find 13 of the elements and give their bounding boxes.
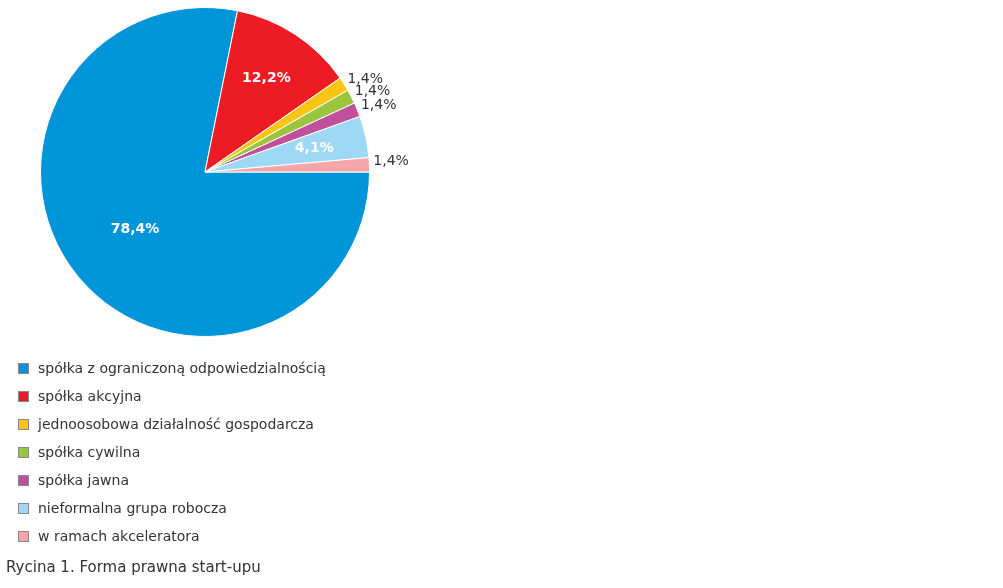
data-label: 1,4%	[347, 69, 383, 86]
legend-label: spółka z ograniczoną odpowiedzialnością	[38, 360, 326, 376]
text: Rycina 1. Forma prawna start-upu	[6, 558, 261, 576]
data-label: 4,1%	[294, 138, 334, 155]
legend-label: spółka jawna	[38, 472, 129, 488]
legend-label: spółka akcyjna	[38, 388, 142, 404]
legend-label: jednoosobowa działalność gospodarcza	[38, 416, 314, 432]
legend-label: nieformalna grupa robocza	[38, 500, 227, 516]
data-label: 12,2%	[242, 69, 291, 86]
data-label: 78,4%	[110, 219, 160, 236]
legend-label: w ramach akceleratora	[38, 528, 200, 544]
legend-label: spółka cywilna	[38, 444, 141, 460]
data-label: 1,4%	[373, 152, 409, 169]
